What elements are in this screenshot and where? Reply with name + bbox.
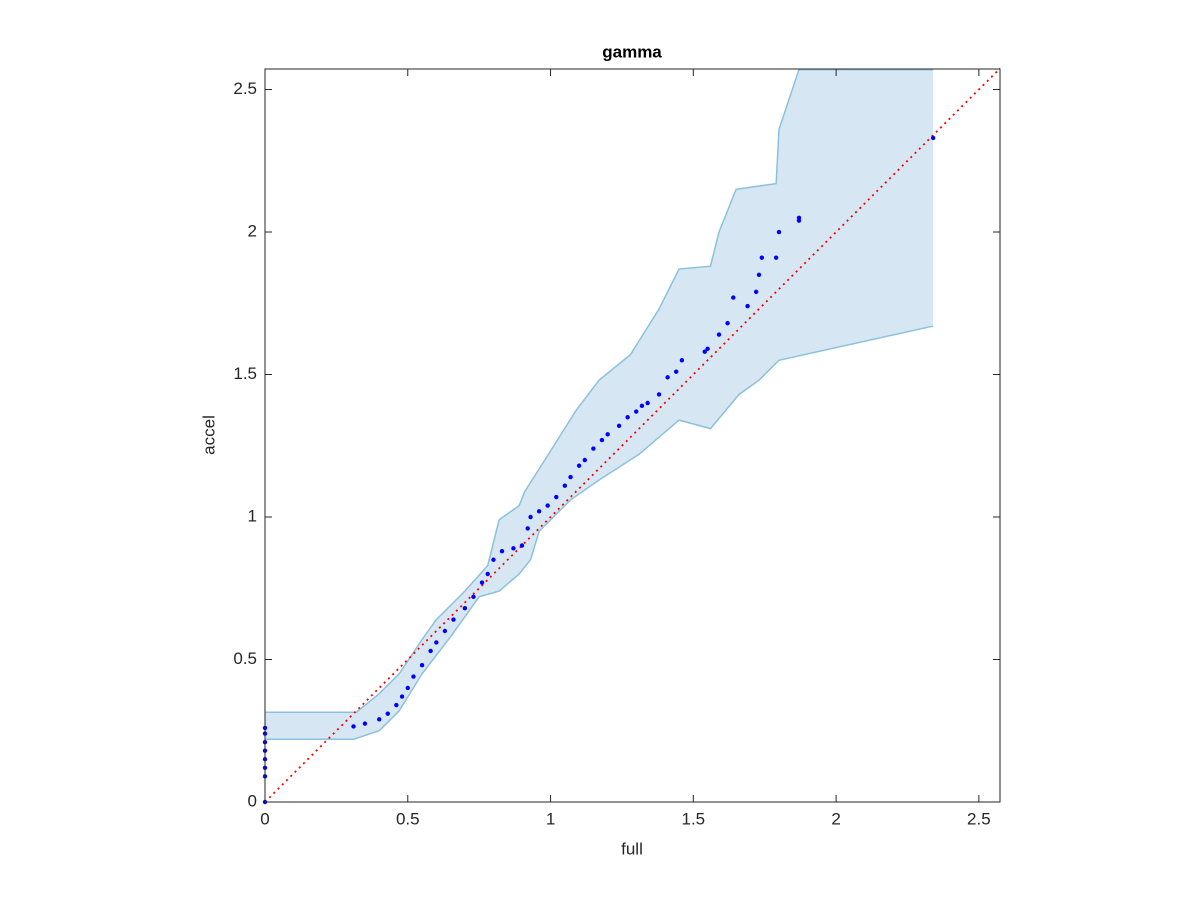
data-point xyxy=(351,724,356,729)
data-point xyxy=(930,135,936,141)
data-point xyxy=(605,432,610,437)
x-tick-label: 1 xyxy=(546,809,555,828)
data-point xyxy=(645,400,650,406)
x-tick-label: 0 xyxy=(260,809,269,828)
y-tick-label: 1.5 xyxy=(233,364,257,383)
y-tick-label: 2.5 xyxy=(233,79,257,98)
data-point xyxy=(536,509,542,514)
x-tick-label: 2 xyxy=(831,809,840,828)
x-tick-label: 2.5 xyxy=(967,809,991,828)
data-point xyxy=(582,457,588,463)
data-point xyxy=(519,543,525,548)
data-point xyxy=(528,514,533,520)
data-point xyxy=(679,358,685,363)
y-tick-label: 1 xyxy=(248,506,257,525)
data-point xyxy=(576,463,582,468)
data-point xyxy=(562,483,568,488)
data-point xyxy=(731,295,736,300)
band-lower-edge xyxy=(265,325,934,741)
y-tick-label: 2 xyxy=(248,221,257,240)
data-point xyxy=(462,606,468,611)
data-point xyxy=(362,721,368,726)
data-point xyxy=(442,628,448,634)
data-point xyxy=(599,437,605,443)
data-point xyxy=(411,674,416,679)
axes-box xyxy=(264,68,1001,803)
data-point xyxy=(725,321,730,326)
data-point xyxy=(625,415,630,420)
data-point xyxy=(428,648,433,654)
data-point xyxy=(673,369,679,374)
data-point xyxy=(499,549,505,554)
data-point xyxy=(616,423,622,429)
data-point xyxy=(434,640,439,645)
data-point xyxy=(568,474,573,480)
x-axis-label: full xyxy=(621,839,643,858)
data-point xyxy=(716,332,722,337)
data-point xyxy=(385,711,390,716)
data-point xyxy=(491,557,496,562)
data-point xyxy=(405,685,410,691)
confidence-band xyxy=(265,69,934,740)
data-point xyxy=(591,446,596,451)
chart-title: gamma xyxy=(602,42,662,61)
band-upper-edge xyxy=(265,68,934,713)
y-tick-label: 0.5 xyxy=(233,649,257,668)
data-point xyxy=(394,702,399,708)
data-point xyxy=(759,255,765,260)
y-axis-label: accel xyxy=(199,415,218,455)
data-point xyxy=(702,349,707,354)
data-point xyxy=(511,546,516,551)
y-tick-label: 0 xyxy=(248,791,257,810)
data-point xyxy=(756,272,762,277)
x-tick-label: 1.5 xyxy=(682,809,706,828)
data-point xyxy=(776,229,782,235)
data-point xyxy=(451,617,456,622)
data-point xyxy=(639,403,645,409)
data-point xyxy=(665,375,670,380)
data-point xyxy=(656,392,662,397)
data-point xyxy=(471,594,476,600)
data-point xyxy=(554,494,559,500)
data-point xyxy=(399,694,405,699)
data-point xyxy=(634,409,639,414)
data-point xyxy=(525,526,530,531)
data-point xyxy=(773,255,779,260)
data-point xyxy=(419,663,425,668)
data-point xyxy=(377,717,382,722)
data-point xyxy=(545,503,550,508)
data-point xyxy=(753,289,759,295)
data-point xyxy=(745,303,750,309)
data-point xyxy=(479,580,485,585)
data-point xyxy=(796,215,802,220)
x-tick-label: 0.5 xyxy=(396,809,420,828)
data-point xyxy=(705,346,710,352)
data-point xyxy=(485,571,490,577)
reference-line xyxy=(264,67,1001,803)
